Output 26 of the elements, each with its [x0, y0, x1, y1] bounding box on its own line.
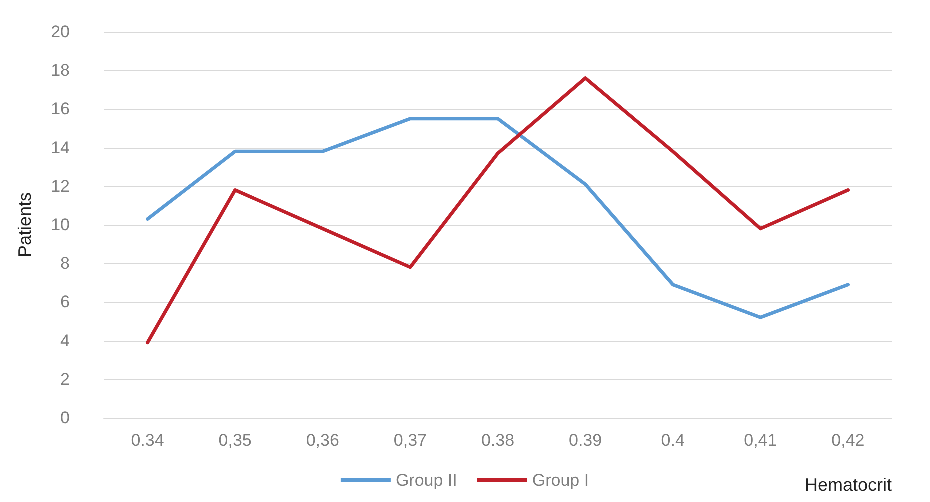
y-tick-label: 20 [51, 22, 70, 42]
y-tick-label: 12 [51, 176, 70, 196]
y-tick-label: 8 [60, 254, 70, 274]
y-tick-label: 18 [51, 61, 70, 80]
legend-label: Group II [396, 471, 458, 490]
x-tick-label: 0,42 [832, 431, 865, 450]
y-tick-label: 2 [60, 370, 70, 389]
x-tick-label: 0.4 [661, 431, 685, 450]
y-tick-label: 16 [51, 100, 70, 119]
x-tick-label: 0,41 [744, 431, 778, 450]
legend-label: Group I [532, 471, 590, 490]
y-axis-title: Patients [15, 192, 35, 258]
y-tick-label: 0 [60, 408, 70, 428]
x-tick-label: 0.34 [131, 431, 164, 450]
x-tick-label: 0,37 [394, 431, 427, 450]
x-tick-label: 0,35 [218, 431, 252, 450]
line-series [146, 76, 850, 344]
line-series [146, 117, 850, 320]
y-tick-label: 6 [60, 292, 70, 312]
x-axis-title: Hematocrit [804, 475, 892, 495]
x-tick-label: 0.39 [569, 431, 602, 450]
x-tick-label: 0.38 [481, 431, 515, 450]
y-tick-label: 14 [51, 138, 70, 158]
y-tick-label: 10 [51, 216, 70, 234]
x-tick-label: 0,36 [306, 431, 340, 450]
y-tick-label: 4 [60, 331, 70, 350]
